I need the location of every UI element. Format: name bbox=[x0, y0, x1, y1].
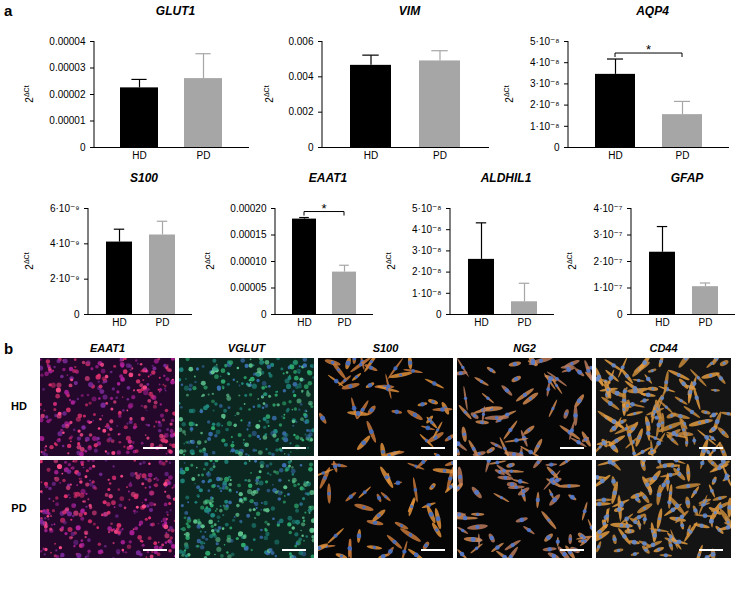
html-text:HD: HD bbox=[11, 400, 27, 412]
svg-text:0.00001: 0.00001 bbox=[49, 115, 86, 126]
svg-text:1·10⁻⁷: 1·10⁻⁷ bbox=[594, 282, 623, 293]
svg-text:PD: PD bbox=[156, 317, 170, 328]
svg-text:4·10⁻⁹: 4·10⁻⁹ bbox=[50, 238, 80, 249]
svg-text:PD: PD bbox=[676, 150, 690, 161]
svg-text:0: 0 bbox=[554, 142, 560, 153]
html-text:S100: S100 bbox=[130, 171, 158, 185]
svg-text:0.00003: 0.00003 bbox=[49, 62, 86, 73]
html-text:S100: S100 bbox=[372, 342, 399, 354]
svg-text:2ΔCt: 2ΔCt bbox=[385, 252, 397, 269]
svg-text:5·10⁻⁸: 5·10⁻⁸ bbox=[412, 203, 442, 214]
html-text:VIM: VIM bbox=[398, 4, 421, 18]
svg-text:2ΔCt: 2ΔCt bbox=[503, 85, 515, 102]
svg-text:HD: HD bbox=[608, 150, 622, 161]
svg-text:0.004: 0.004 bbox=[288, 71, 313, 82]
html-text:b: b bbox=[4, 340, 14, 357]
svg-text:*: * bbox=[321, 201, 326, 216]
svg-text:0.00020: 0.00020 bbox=[230, 203, 267, 214]
svg-text:1·10⁻⁸: 1·10⁻⁸ bbox=[530, 121, 560, 132]
svg-text:0: 0 bbox=[617, 309, 623, 320]
svg-text:2ΔCt: 2ΔCt bbox=[263, 85, 275, 102]
svg-text:0.00015: 0.00015 bbox=[230, 229, 267, 240]
svg-text:0: 0 bbox=[436, 309, 442, 320]
svg-text:2ΔCt: 2ΔCt bbox=[566, 252, 578, 269]
html-text:a: a bbox=[4, 2, 13, 19]
svg-text:*: * bbox=[646, 42, 651, 57]
svg-text:4·10⁻⁸: 4·10⁻⁸ bbox=[412, 224, 442, 235]
svg-text:4·10⁻⁸: 4·10⁻⁸ bbox=[530, 57, 560, 68]
svg-text:HD: HD bbox=[112, 317, 126, 328]
svg-text:2·10⁻⁸: 2·10⁻⁸ bbox=[530, 99, 560, 110]
svg-text:0.00010: 0.00010 bbox=[230, 256, 267, 267]
svg-text:HD: HD bbox=[474, 317, 488, 328]
svg-text:PD: PD bbox=[433, 150, 447, 161]
svg-text:HD: HD bbox=[297, 317, 311, 328]
svg-text:0: 0 bbox=[80, 142, 86, 153]
svg-text:0.006: 0.006 bbox=[288, 36, 313, 47]
svg-text:HD: HD bbox=[655, 317, 669, 328]
html-text:ALDHIL1: ALDHIL1 bbox=[480, 171, 532, 185]
svg-text:0.00005: 0.00005 bbox=[230, 282, 267, 293]
svg-text:3·10⁻⁸: 3·10⁻⁸ bbox=[412, 245, 442, 256]
svg-text:2ΔCt: 2ΔCt bbox=[23, 252, 35, 269]
svg-text:PD: PD bbox=[197, 150, 211, 161]
svg-text:HD: HD bbox=[364, 150, 378, 161]
html-text:PD: PD bbox=[11, 502, 27, 514]
svg-text:0.002: 0.002 bbox=[288, 106, 313, 117]
svg-text:PD: PD bbox=[338, 317, 352, 328]
html-text:EAAT1: EAAT1 bbox=[89, 342, 126, 354]
html-text:GLUT1: GLUT1 bbox=[155, 4, 196, 18]
html-text:GFAP: GFAP bbox=[670, 171, 704, 185]
svg-text:2·10⁻⁷: 2·10⁻⁷ bbox=[594, 256, 623, 267]
svg-text:2ΔCt: 2ΔCt bbox=[23, 85, 35, 102]
svg-text:0: 0 bbox=[74, 309, 80, 320]
svg-text:6·10⁻⁹: 6·10⁻⁹ bbox=[50, 203, 80, 214]
svg-text:PD: PD bbox=[699, 317, 713, 328]
html-text:AQP4: AQP4 bbox=[636, 4, 669, 18]
svg-text:2·10⁻⁹: 2·10⁻⁹ bbox=[50, 273, 80, 284]
svg-text:1·10⁻⁸: 1·10⁻⁸ bbox=[412, 288, 442, 299]
svg-text:2·10⁻⁸: 2·10⁻⁸ bbox=[412, 266, 442, 277]
svg-text:5·10⁻⁸: 5·10⁻⁸ bbox=[530, 36, 560, 47]
svg-text:2ΔCt: 2ΔCt bbox=[204, 252, 216, 269]
svg-text:0.00004: 0.00004 bbox=[49, 36, 86, 47]
svg-text:0.00002: 0.00002 bbox=[49, 89, 86, 100]
html-text:EAAT1: EAAT1 bbox=[308, 171, 348, 185]
html-text:NG2: NG2 bbox=[513, 342, 536, 354]
svg-text:PD: PD bbox=[518, 317, 532, 328]
svg-text:3·10⁻⁸: 3·10⁻⁸ bbox=[530, 78, 560, 89]
html-text:CD44: CD44 bbox=[649, 342, 678, 354]
svg-text:3·10⁻⁷: 3·10⁻⁷ bbox=[594, 229, 623, 240]
svg-text:0: 0 bbox=[261, 309, 267, 320]
svg-text:4·10⁻⁷: 4·10⁻⁷ bbox=[594, 203, 623, 214]
svg-text:HD: HD bbox=[132, 150, 146, 161]
svg-text:0: 0 bbox=[308, 142, 314, 153]
html-text:VGLUT: VGLUT bbox=[227, 342, 266, 354]
